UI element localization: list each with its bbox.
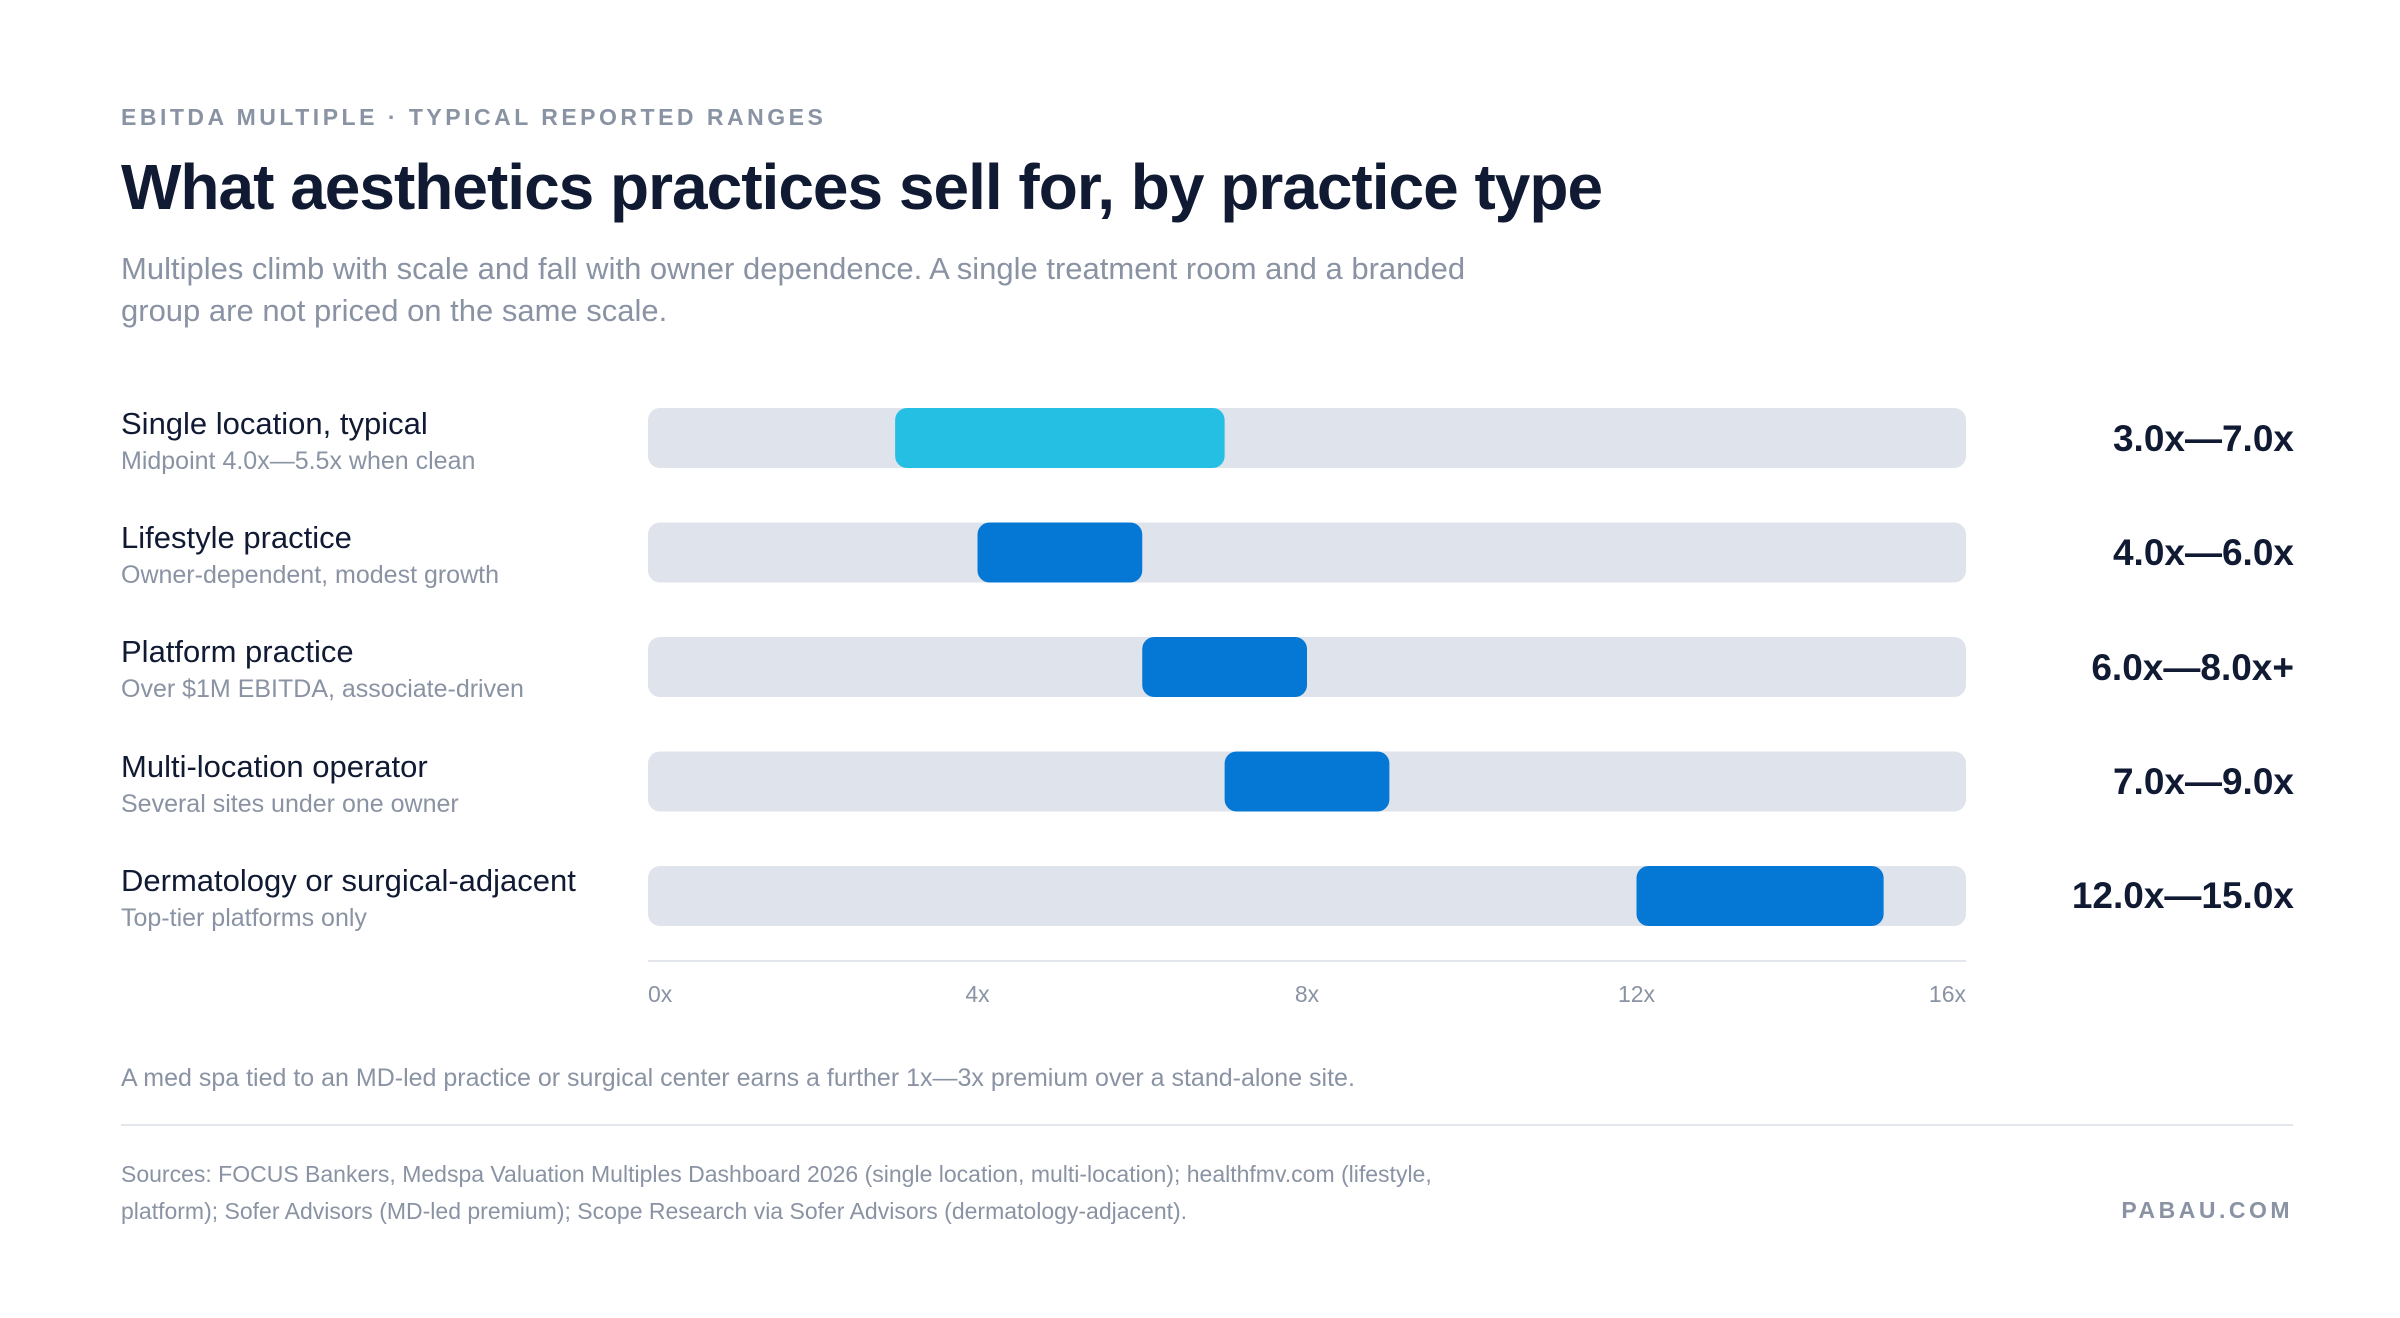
- chart-eyebrow: EBITDA MULTIPLE · TYPICAL REPORTED RANGE…: [121, 104, 827, 130]
- range-value-label: 6.0x—8.0x+: [2091, 647, 2294, 688]
- brand-name: PABAU.COM: [2121, 1197, 2293, 1223]
- range-value-label: 7.0x—9.0x: [2112, 761, 2294, 802]
- row-sublabel: Top-tier platforms only: [121, 904, 367, 932]
- row-label-multi-location: Multi-location operator Several sites un…: [121, 747, 459, 821]
- bar-track: [648, 408, 1966, 468]
- row-sublabel: Owner-dependent, modest growth: [121, 561, 499, 589]
- range-value-label: 3.0x—7.0x: [2112, 418, 2294, 459]
- range-bar: [895, 408, 1225, 468]
- row-label-platform: Platform practice Over $1M EBITDA, assoc…: [121, 632, 524, 706]
- footnote: A med spa tied to an MD-led practice or …: [121, 1064, 1355, 1092]
- range-bar: [977, 522, 1143, 583]
- range-bar: [1224, 751, 1390, 812]
- row-name: Multi-location operator: [121, 749, 428, 784]
- row-name: Lifestyle practice: [121, 520, 352, 555]
- row-sublabel: Over $1M EBITDA, associate-driven: [121, 675, 524, 703]
- range-value-label: 12.0x—15.0x: [2071, 875, 2294, 916]
- chart-title: What aesthetics practices sell for, by p…: [121, 151, 1603, 223]
- sources-text: Sources: FOCUS Bankers, Medspa Valuation…: [121, 1161, 1432, 1224]
- x-tick-label: 8x: [1295, 981, 1320, 1007]
- row-label-single-location: Single location, typical Midpoint 4.0x—5…: [121, 404, 475, 478]
- x-tick-label: 4x: [965, 981, 990, 1007]
- row-sublabel: Several sites under one owner: [121, 790, 459, 818]
- range-bar: [1142, 637, 1307, 697]
- row-sublabel: Midpoint 4.0x—5.5x when clean: [121, 447, 476, 475]
- range-value-label: 4.0x—6.0x: [2112, 532, 2294, 573]
- footer-divider: [121, 1124, 2293, 1126]
- row-name: Dermatology or surgical-adjacent: [121, 863, 576, 898]
- row-label-dermatology: Dermatology or surgical-adjacent Top-tie…: [121, 861, 576, 935]
- range-bar: [1636, 866, 1884, 926]
- x-tick-label: 0x: [648, 981, 673, 1007]
- row-label-lifestyle: Lifestyle practice Owner-dependent, mode…: [121, 518, 499, 592]
- row-name: Platform practice: [121, 634, 354, 669]
- chart-subtitle: Multiples climb with scale and fall with…: [121, 251, 1466, 328]
- row-name: Single location, typical: [121, 406, 428, 441]
- bar-track: [648, 522, 1966, 583]
- x-tick-label: 16x: [1929, 981, 1967, 1007]
- x-tick-label: 12x: [1618, 981, 1656, 1007]
